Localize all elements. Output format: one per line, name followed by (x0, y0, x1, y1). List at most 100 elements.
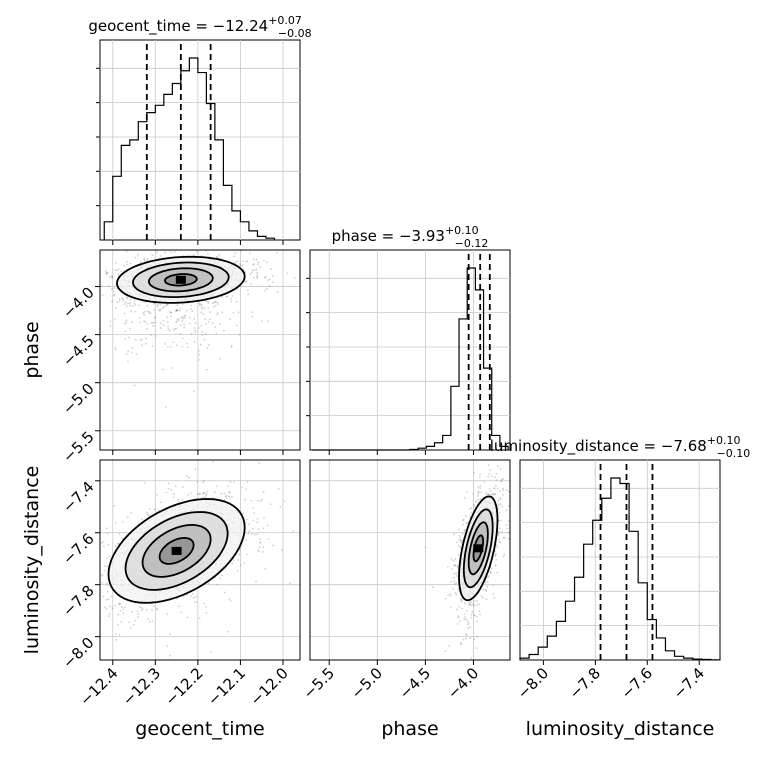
sample-point (246, 260, 249, 263)
sample-point (194, 468, 197, 471)
sample-point (292, 530, 295, 533)
sample-point (255, 268, 258, 271)
sample-point (234, 247, 236, 249)
sample-point (457, 615, 460, 618)
sample-point (188, 476, 191, 479)
sample-point (461, 532, 464, 535)
sample-point (104, 565, 106, 567)
sample-point (193, 327, 196, 329)
sample-point (444, 597, 447, 600)
sample-point (139, 339, 142, 342)
sample-point (492, 593, 495, 595)
sample-point (214, 491, 216, 494)
sample-point (191, 592, 194, 595)
sample-point (486, 585, 489, 588)
sample-point (191, 310, 194, 313)
sample-point (106, 532, 109, 535)
sample-point (178, 605, 181, 608)
sample-point (264, 276, 266, 279)
sample-point (259, 499, 262, 502)
sample-point (133, 384, 136, 387)
sample-point (120, 270, 123, 273)
sample-point (109, 320, 112, 323)
sample-point (203, 602, 205, 605)
sample-point (121, 520, 124, 523)
sample-point (468, 602, 471, 605)
sample-point (252, 506, 255, 509)
sample-point (153, 508, 156, 511)
sample-point (134, 310, 137, 313)
sample-point (167, 328, 170, 331)
sample-point (450, 580, 452, 583)
sample-point (111, 607, 114, 610)
sample-point (477, 490, 480, 493)
sample-point (142, 312, 145, 314)
sample-point (138, 605, 141, 608)
sample-point (460, 643, 463, 646)
sample-point (252, 263, 255, 266)
sample-point (101, 574, 104, 577)
sample-point (118, 633, 121, 636)
sample-point (489, 490, 492, 493)
sample-point (175, 321, 178, 324)
sample-point (491, 493, 494, 495)
sample-point (181, 499, 184, 501)
sample-point (181, 303, 184, 305)
sample-point (118, 300, 121, 302)
sample-point (450, 557, 453, 560)
sample-point (250, 282, 252, 285)
sample-point (76, 577, 78, 579)
sample-point (115, 287, 118, 290)
sample-point (270, 267, 273, 270)
sample-point (233, 481, 236, 483)
sample-point (121, 606, 123, 609)
sample-point (475, 647, 478, 650)
y-tick-label: −7.4 (59, 478, 97, 516)
sample-point (117, 623, 119, 626)
sample-point (248, 530, 251, 533)
sample-point (137, 616, 140, 618)
sample-point (204, 333, 207, 335)
sample-point (505, 509, 508, 512)
sample-point (241, 486, 243, 488)
sample-point (141, 338, 143, 341)
sample-point (198, 354, 201, 356)
sample-point (165, 491, 168, 494)
sample-point (263, 516, 265, 519)
sample-point (104, 270, 107, 272)
peak-mark (473, 544, 484, 553)
sample-point (198, 493, 201, 496)
sample-point (228, 598, 231, 600)
sample-point (215, 256, 218, 258)
sample-point (175, 309, 178, 312)
sample-point (225, 295, 228, 298)
sample-point (228, 496, 231, 499)
sample-point (155, 251, 158, 254)
sample-point (501, 493, 504, 496)
sample-point (489, 571, 492, 574)
sample-point (85, 577, 87, 579)
sample-point (245, 280, 248, 283)
sample-point (476, 604, 479, 606)
sample-point (116, 301, 119, 303)
sample-point (117, 613, 120, 616)
sample-point (96, 589, 98, 591)
sample-point (486, 581, 489, 584)
sample-point (109, 612, 111, 615)
sample-point (166, 320, 169, 323)
y-tick-label: −7.8 (59, 582, 97, 620)
sample-point (112, 290, 115, 293)
sample-point (176, 309, 179, 312)
sample-point (228, 491, 230, 493)
sample-point (197, 358, 200, 361)
sample-point (307, 279, 309, 281)
sample-point (166, 303, 169, 306)
sample-point (472, 599, 475, 602)
sample-point (471, 610, 474, 613)
sample-point (189, 426, 191, 428)
sample-point (129, 304, 131, 307)
sample-point (470, 511, 473, 514)
sample-point (494, 492, 497, 495)
sample-point (239, 263, 241, 265)
